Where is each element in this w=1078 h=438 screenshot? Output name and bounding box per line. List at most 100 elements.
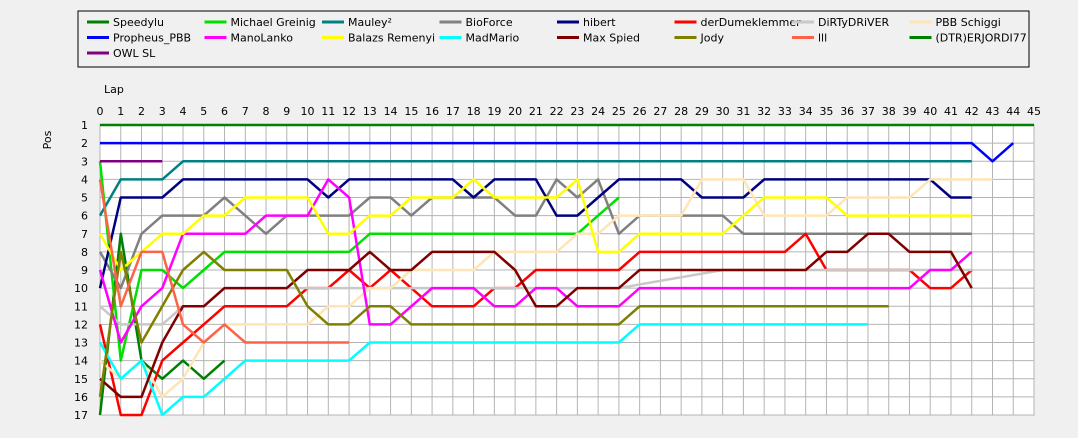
x-tick-label: 22	[550, 105, 564, 118]
legend-label-michael-greinig: Michael Greinig	[231, 16, 316, 29]
legend-label-dtr-erjordi77: (DTR)ERJORDI77	[936, 32, 1027, 45]
series-line-jody	[98, 250, 889, 398]
x-tick-label: 5	[200, 105, 207, 118]
x-tick-label: 35	[819, 105, 833, 118]
y-tick-label: 10	[74, 282, 88, 295]
x-tick-label: 3	[159, 105, 166, 118]
legend-box	[77, 10, 1030, 68]
x-tick-label: 16	[425, 105, 439, 118]
y-tick-label: 9	[81, 264, 88, 277]
x-tick-label: 21	[529, 105, 543, 118]
x-tick-label: 32	[757, 105, 771, 118]
series-line-pbb-schiggi	[99, 178, 993, 399]
legend-label-madmario: MadMario	[466, 32, 520, 45]
x-tick-label: 40	[923, 105, 937, 118]
x-tick-label: 28	[674, 105, 688, 118]
y-tick-label: 5	[81, 192, 88, 205]
legend-label-propheus-pbb: Propheus_PBB	[113, 32, 191, 45]
x-tick-label: 44	[1006, 105, 1020, 118]
x-tick-label: 26	[633, 105, 647, 118]
x-axis-title: Lap	[104, 83, 124, 96]
legend-label-owl-sl: OWL SL	[113, 47, 156, 60]
x-tick-label: 12	[342, 105, 356, 118]
x-tick-label: 27	[653, 105, 667, 118]
y-tick-label: 12	[74, 318, 88, 331]
series-line-hibert	[98, 178, 972, 289]
x-tick-label: 14	[384, 105, 398, 118]
series-line-manolanko	[98, 178, 973, 344]
x-tick-label: 0	[97, 105, 104, 118]
x-tick-label: 2	[138, 105, 145, 118]
x-tick-label: 38	[882, 105, 896, 118]
x-tick-label: 41	[944, 105, 958, 118]
y-tick-label: 4	[81, 173, 88, 186]
x-tick-label: 43	[985, 105, 999, 118]
series-line-propheus-pbb	[100, 141, 1015, 163]
legend-label-dirtydriver: DiRTyDRiVER	[818, 16, 890, 29]
x-tick-label: 6	[221, 105, 228, 118]
x-tick-label: 8	[263, 105, 270, 118]
x-tick-label: 4	[180, 105, 187, 118]
y-tick-label: 8	[81, 246, 88, 259]
x-tick-label: 1	[117, 105, 124, 118]
legend-label-max-spied: Max Spied	[583, 32, 640, 45]
legend-label-speedylu: Speedylu	[113, 16, 164, 29]
x-tick-label: 23	[570, 105, 584, 118]
legend-label-mauley: Mauley²	[348, 16, 392, 29]
legend-label-hibert: hibert	[583, 16, 616, 29]
x-tick-label: 11	[321, 105, 335, 118]
x-tick-label: 39	[902, 105, 916, 118]
x-tick-label: 24	[591, 105, 605, 118]
series-line-mauley	[98, 160, 972, 217]
series-line-madmario	[98, 323, 868, 417]
legend-label-pbb-schiggi: PBB Schiggi	[936, 16, 1001, 29]
legend-label-bioforce: BioForce	[466, 16, 513, 29]
x-tick-label: 17	[446, 105, 460, 118]
series-lines	[98, 123, 1034, 417]
series-line-balazs-remenyi	[98, 178, 972, 272]
x-tick-label: 34	[799, 105, 813, 118]
y-tick-label: 11	[74, 300, 88, 313]
x-tick-label: 45	[1027, 105, 1041, 118]
legend-label-manolanko: ManoLanko	[231, 32, 294, 45]
y-tick-label: 16	[74, 391, 88, 404]
y-tick-label: 13	[74, 337, 88, 350]
x-tick-label: 13	[363, 105, 377, 118]
y-axis-title: Pos	[41, 130, 54, 149]
x-tick-label: 15	[404, 105, 418, 118]
x-tick-label: 18	[467, 105, 481, 118]
series-line-max-spied	[99, 232, 973, 399]
x-tick-label: 19	[487, 105, 501, 118]
x-tick-label: 30	[716, 105, 730, 118]
x-tick-label: 42	[965, 105, 979, 118]
y-tick-label: 14	[74, 355, 88, 368]
legend-label-jody: Jody	[700, 32, 725, 45]
y-tick-label: 6	[81, 210, 88, 223]
legend: Speedylu Michael Greinig Mauley² BioForce hi…	[87, 16, 1027, 60]
x-tick-label: 31	[736, 105, 750, 118]
x-tick-label: 7	[242, 105, 249, 118]
x-tick-label: 36	[840, 105, 854, 118]
legend-label-balazs-remenyi: Balazs Remenyi	[348, 32, 435, 45]
y-tick-label: 15	[74, 373, 88, 386]
x-tick-label: 33	[778, 105, 792, 118]
y-tick-label: 7	[81, 228, 88, 241]
legend-label-lll: lll	[818, 32, 827, 45]
series-line-michael-greinig	[98, 161, 620, 362]
y-tick-label: 1	[81, 119, 88, 132]
series-line-speedylu	[98, 232, 226, 416]
y-tick-label: 2	[81, 137, 88, 150]
y-tick-label: 17	[74, 409, 88, 422]
x-tick-label: 20	[508, 105, 522, 118]
x-tick-label: 10	[301, 105, 315, 118]
legend-label-derdumeklemmer: derDumeklemmer	[701, 16, 802, 29]
series-line-lll	[98, 179, 350, 344]
series-line-bioforce	[98, 178, 972, 290]
x-tick-label: 25	[612, 105, 626, 118]
x-tick-label: 37	[861, 105, 875, 118]
x-tick-labels: 0 1 2 3 4 5 6 7 8 9 10 11 12 13 14 15 16 17 18 19 20 21 22 23 24…	[97, 105, 1042, 118]
y-tick-label: 3	[81, 155, 88, 168]
x-tick-label: 9	[283, 105, 290, 118]
